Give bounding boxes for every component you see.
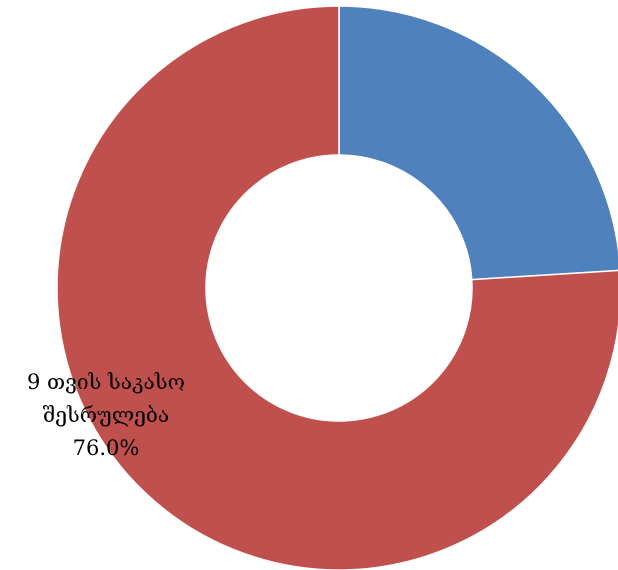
data-label-line-2: შესრულება (42, 403, 170, 427)
data-label-value: 76.0% (72, 436, 140, 460)
doughnut-slice-0 (338, 5, 618, 281)
slices-group (56, 5, 618, 570)
slice-data-label: 9 თვის საკასო შესრულება 76.0% (8, 366, 204, 465)
doughnut-slice-1 (56, 5, 618, 570)
data-label-line-1: 9 თვის საკასო (27, 370, 185, 394)
